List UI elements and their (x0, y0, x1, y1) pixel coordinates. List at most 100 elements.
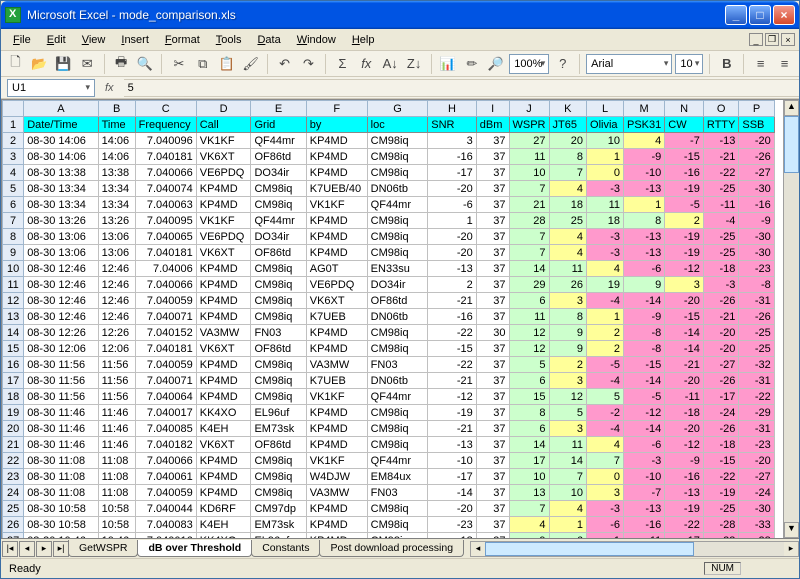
sheet-tab[interactable]: Constants (251, 540, 320, 557)
cell[interactable]: -5 (587, 357, 624, 373)
name-box[interactable]: U1 ▾ (7, 79, 95, 97)
cell[interactable]: VK1KF (306, 197, 367, 213)
cell[interactable]: CM98iq (251, 293, 306, 309)
cell[interactable]: 7 (587, 453, 624, 469)
row-header[interactable]: 15 (3, 341, 24, 357)
cell[interactable]: 37 (476, 181, 509, 197)
cell[interactable]: 11 (509, 149, 549, 165)
cell[interactable]: -19 (428, 405, 477, 421)
cell[interactable]: 11:08 (98, 453, 135, 469)
bold-button[interactable]: B (716, 53, 737, 75)
cell[interactable]: VK1KF (196, 213, 251, 229)
cell[interactable]: 11:46 (98, 437, 135, 453)
cell[interactable]: 14 (509, 437, 549, 453)
cell[interactable]: CM98iq (251, 469, 306, 485)
cell[interactable]: 6 (509, 373, 549, 389)
cell[interactable]: CM98iq (367, 437, 428, 453)
cell[interactable]: 11 (549, 261, 587, 277)
cell[interactable]: -21 (665, 357, 704, 373)
cell[interactable]: 3 (549, 373, 587, 389)
cell[interactable]: 08-30 12:26 (24, 325, 98, 341)
cell[interactable]: CM98iq (367, 133, 428, 149)
cell[interactable]: 11:08 (98, 469, 135, 485)
cell[interactable]: -13 (624, 229, 665, 245)
cell[interactable]: 11 (587, 197, 624, 213)
cell[interactable]: 08-30 13:06 (24, 245, 98, 261)
tab-prev-icon[interactable]: ◂ (19, 541, 35, 557)
cell[interactable]: 29 (509, 277, 549, 293)
cell[interactable]: 37 (476, 533, 509, 539)
header-cell[interactable]: Date/Time (24, 117, 98, 133)
cell[interactable]: VA3MW (306, 357, 367, 373)
cell[interactable]: QF44mr (367, 197, 428, 213)
cell[interactable]: 18 (549, 197, 587, 213)
cell[interactable]: 37 (476, 405, 509, 421)
cell[interactable]: -8 (624, 325, 665, 341)
cell[interactable]: -25 (703, 181, 739, 197)
cell[interactable]: VE6PDQ (196, 229, 251, 245)
header-cell[interactable]: by (306, 117, 367, 133)
cell[interactable]: -22 (739, 389, 774, 405)
cell[interactable]: 2 (587, 341, 624, 357)
cell[interactable]: 3 (587, 485, 624, 501)
col-header-P[interactable]: P (739, 101, 774, 117)
undo-icon[interactable]: ↶ (274, 53, 295, 75)
cell[interactable]: -3 (587, 245, 624, 261)
cell[interactable]: KK4XO (196, 533, 251, 539)
scroll-down-icon[interactable]: ▼ (784, 522, 799, 538)
cell[interactable]: 12 (549, 389, 587, 405)
cell[interactable]: -25 (703, 245, 739, 261)
cell[interactable]: 37 (476, 357, 509, 373)
header-cell[interactable]: CW (665, 117, 704, 133)
cell[interactable]: -6 (624, 437, 665, 453)
menu-insert[interactable]: Insert (113, 32, 157, 48)
menu-help[interactable]: Help (344, 32, 383, 48)
cell[interactable]: VK6XT (196, 341, 251, 357)
cell[interactable]: 37 (476, 437, 509, 453)
cell[interactable]: -30 (739, 181, 774, 197)
cell[interactable]: 5 (587, 389, 624, 405)
cell[interactable]: -21 (703, 149, 739, 165)
cell[interactable]: CM98iq (251, 453, 306, 469)
cell[interactable]: 7.040071 (135, 373, 196, 389)
cell[interactable]: FN03 (367, 357, 428, 373)
cell[interactable]: 3 (549, 293, 587, 309)
menu-edit[interactable]: Edit (39, 32, 74, 48)
cell[interactable]: 12:26 (98, 325, 135, 341)
cell[interactable]: 7.040044 (135, 501, 196, 517)
vertical-scrollbar[interactable]: ▲ ▼ (783, 100, 799, 538)
cell[interactable]: KP4MD (196, 261, 251, 277)
cell[interactable]: 0 (587, 469, 624, 485)
cell[interactable]: -20 (739, 453, 774, 469)
cell[interactable]: -9 (739, 213, 774, 229)
cell[interactable]: -20 (665, 421, 704, 437)
cell[interactable]: 4 (587, 261, 624, 277)
cell[interactable]: 18 (587, 213, 624, 229)
cell[interactable]: 4 (509, 517, 549, 533)
cell[interactable]: -20 (665, 293, 704, 309)
cell[interactable]: KP4MD (306, 501, 367, 517)
cell[interactable]: 14:06 (98, 149, 135, 165)
sheet-tab[interactable]: Post download processing (319, 540, 464, 557)
cell[interactable]: 8 (549, 309, 587, 325)
cell[interactable]: -12 (428, 389, 477, 405)
cell[interactable]: 37 (476, 277, 509, 293)
cell[interactable]: 7.040181 (135, 149, 196, 165)
cell[interactable]: VA3MW (306, 485, 367, 501)
cell[interactable]: 08-30 13:34 (24, 197, 98, 213)
row-header[interactable]: 7 (3, 213, 24, 229)
cell[interactable]: 37 (476, 485, 509, 501)
cell[interactable]: KP4MD (306, 245, 367, 261)
row-header[interactable]: 16 (3, 357, 24, 373)
cell[interactable]: 37 (476, 165, 509, 181)
cell[interactable]: 27 (509, 133, 549, 149)
cell[interactable]: -13 (703, 133, 739, 149)
cell[interactable]: -31 (739, 293, 774, 309)
cell[interactable]: KP4MD (306, 517, 367, 533)
cell[interactable]: DN06tb (367, 373, 428, 389)
cell[interactable]: -26 (703, 293, 739, 309)
research-icon[interactable]: 🔎 (485, 53, 506, 75)
format-painter-icon[interactable]: 🖌 (240, 53, 261, 75)
cell[interactable]: CM98iq (367, 517, 428, 533)
cell[interactable]: 5 (549, 405, 587, 421)
